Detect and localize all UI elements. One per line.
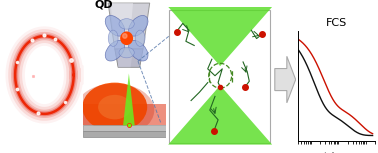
- Ellipse shape: [105, 15, 125, 36]
- Polygon shape: [275, 56, 296, 103]
- FancyBboxPatch shape: [169, 10, 270, 143]
- Ellipse shape: [75, 83, 154, 137]
- Bar: [83, 131, 166, 137]
- Ellipse shape: [105, 40, 125, 61]
- Polygon shape: [168, 85, 272, 145]
- Polygon shape: [83, 104, 166, 125]
- Circle shape: [121, 32, 132, 44]
- Ellipse shape: [82, 83, 147, 132]
- Text: QD: QD: [94, 0, 113, 10]
- Circle shape: [123, 34, 127, 38]
- Ellipse shape: [119, 19, 134, 29]
- Text: 10 μm: 10 μm: [9, 132, 23, 136]
- Polygon shape: [115, 49, 143, 67]
- X-axis label: t / ms: t / ms: [324, 151, 350, 153]
- Title: FCS: FCS: [326, 18, 347, 28]
- Ellipse shape: [129, 15, 148, 36]
- Bar: [83, 125, 166, 131]
- Polygon shape: [123, 73, 135, 125]
- Polygon shape: [111, 3, 133, 49]
- Ellipse shape: [119, 47, 134, 58]
- Ellipse shape: [135, 30, 145, 46]
- Polygon shape: [168, 7, 272, 66]
- Polygon shape: [118, 49, 133, 67]
- Ellipse shape: [129, 40, 148, 61]
- Ellipse shape: [98, 95, 132, 119]
- Polygon shape: [108, 3, 150, 49]
- Ellipse shape: [108, 30, 118, 46]
